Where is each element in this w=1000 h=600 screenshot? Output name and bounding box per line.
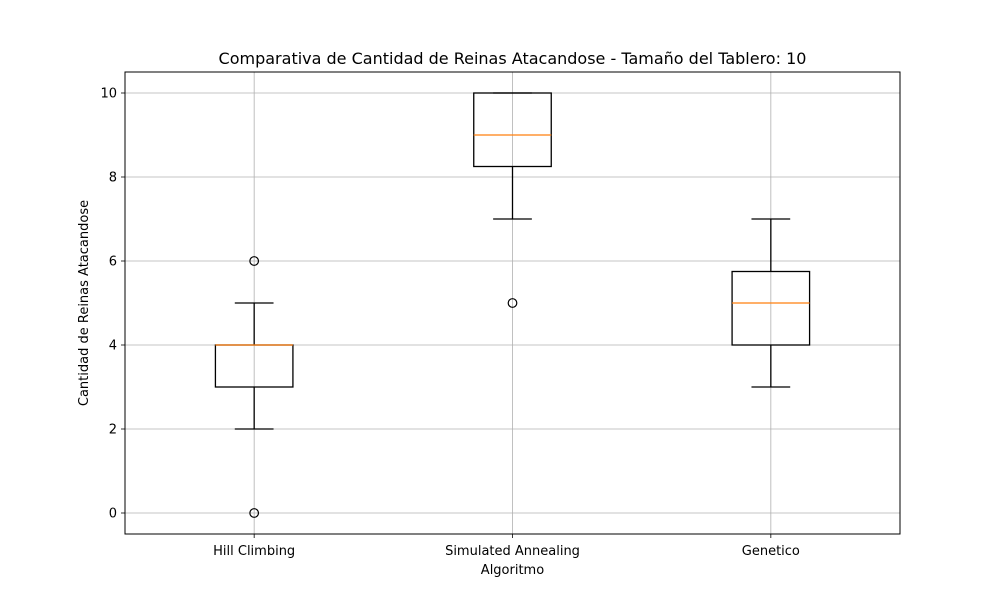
outlier-point <box>249 256 260 266</box>
box-iqr <box>731 270 811 346</box>
box-group <box>214 256 294 518</box>
x-tick-label: Genetico <box>742 544 800 559</box>
box-group <box>473 92 552 308</box>
chart-title: Comparativa de Cantidad de Reinas Atacan… <box>219 49 807 68</box>
outlier-point <box>507 298 518 308</box>
y-tick-label: 2 <box>109 423 117 438</box>
x-tick-label: Simulated Annealing <box>445 544 580 559</box>
y-tick-label: 0 <box>109 507 117 522</box>
box-group <box>731 218 811 388</box>
y-tick-label: 6 <box>109 255 117 270</box>
y-axis-label: Cantidad de Reinas Atacandose <box>77 200 92 406</box>
axis-ticks: 0 2 4 6 8 10 Hill Climbing Simulated Annealing G… <box>100 87 799 560</box>
x-tick-label: Hill Climbing <box>213 544 295 559</box>
box-iqr <box>473 92 552 168</box>
y-tick-label: 4 <box>109 339 117 354</box>
outlier-point <box>249 508 260 518</box>
y-tick-label: 8 <box>109 171 117 186</box>
x-axis-label: Algoritmo <box>481 563 544 578</box>
box-plot-series <box>214 92 811 518</box>
y-tick-label: 10 <box>100 87 117 102</box>
